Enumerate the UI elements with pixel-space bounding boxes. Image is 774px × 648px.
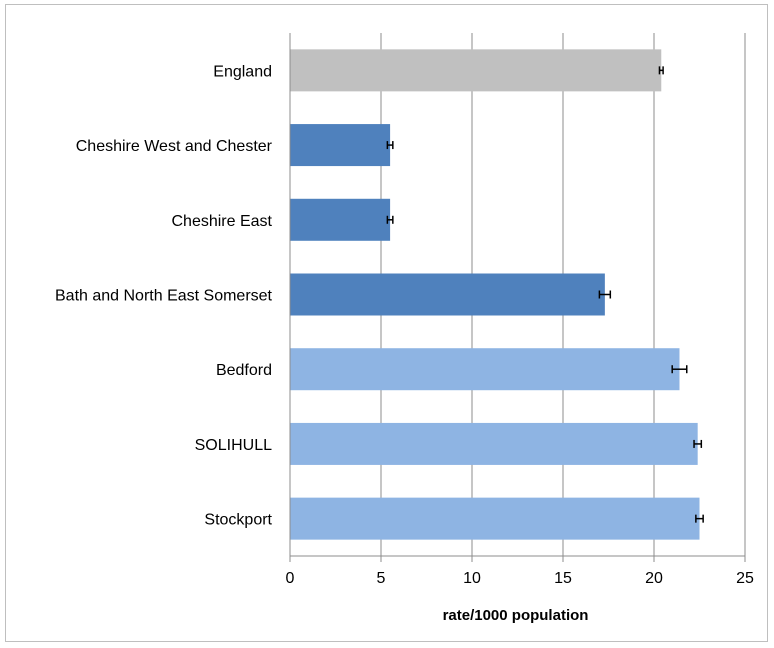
category-label-5: SOLIHULL (195, 437, 272, 454)
x-tick-label-0: 0 (286, 570, 295, 587)
bar-1 (290, 124, 391, 167)
bar-5 (290, 422, 698, 465)
category-label-0: England (213, 63, 272, 80)
x-tick-label-15: 15 (554, 570, 572, 587)
x-tick-label-25: 25 (736, 570, 754, 587)
category-label-4: Bedford (216, 362, 272, 379)
x-tick-label-10: 10 (463, 570, 481, 587)
bar-3 (290, 273, 605, 316)
category-label-2: Cheshire East (172, 213, 273, 230)
bar-6 (290, 497, 700, 540)
bar-4 (290, 348, 680, 391)
x-tick-label-20: 20 (645, 570, 663, 587)
bar-2 (290, 198, 391, 241)
bar-0 (290, 49, 662, 92)
category-label-6: Stockport (204, 512, 272, 529)
category-label-3: Bath and North East Somerset (55, 288, 273, 305)
x-axis-title: rate/1000 population (443, 607, 589, 624)
x-tick-label-5: 5 (377, 570, 386, 587)
category-label-1: Cheshire West and Chester (76, 138, 273, 155)
